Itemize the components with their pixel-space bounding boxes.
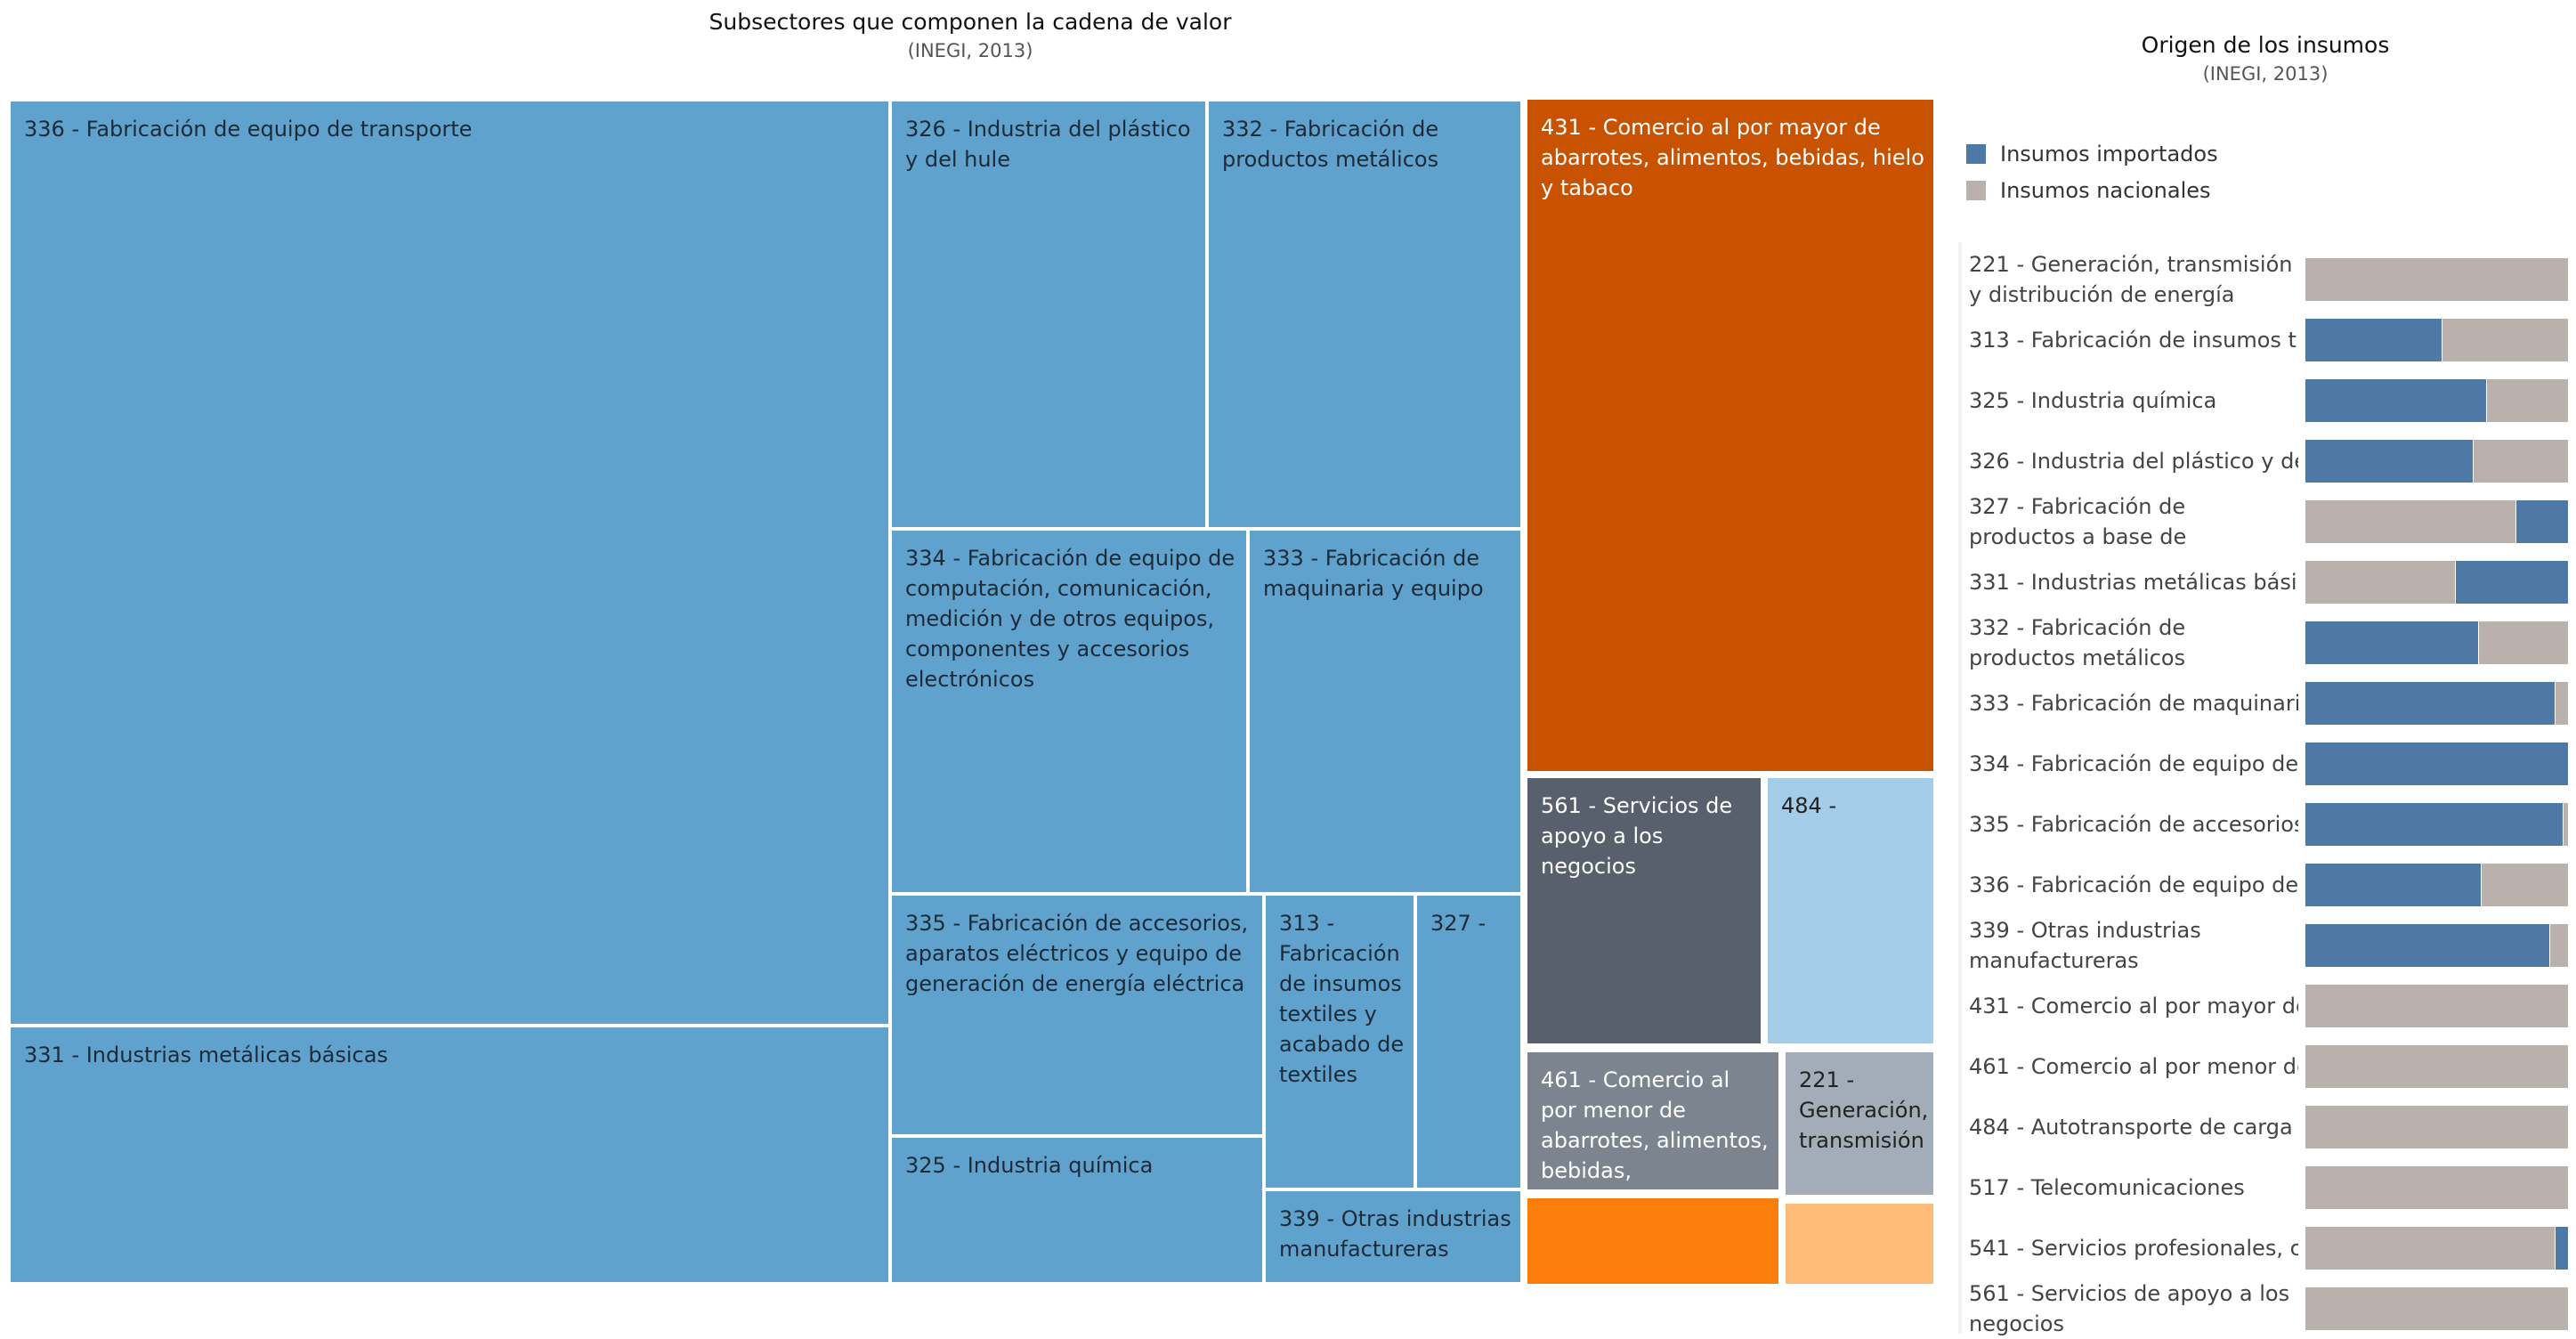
bar-segment-national[interactable] <box>2305 1287 2568 1330</box>
bar-category-label: 313 - Fabricación de insumos t.. <box>1969 328 2298 353</box>
bar-segment-national[interactable] <box>2305 1166 2568 1209</box>
bar-row[interactable]: 334 - Fabricación de equipo de computaci… <box>1958 734 2572 794</box>
bar-row[interactable]: 221 - Generación, transmisión y distribu… <box>1958 249 2572 310</box>
bar-category-label: 431 - Comercio al por mayor de .. <box>1969 994 2298 1018</box>
bar-segment-imported[interactable] <box>2305 743 2568 785</box>
bar-row[interactable]: 561 - Servicios de apoyo a los negocios <box>1958 1278 2572 1339</box>
legend-swatch-imported <box>1966 144 1986 164</box>
bar-category-label: 561 - Servicios de apoyo a los negocios <box>1969 1281 2290 1336</box>
legend-label-national: Insumos nacionales <box>2000 178 2211 203</box>
bar-category-label: 541 - Servicios profesionales, c.. <box>1969 1236 2298 1261</box>
bar-row[interactable]: 327 - Fabricación de productos a base de… <box>1958 491 2572 552</box>
bar-row[interactable]: 325 - Industria química <box>1958 370 2572 431</box>
bar-segment-national[interactable] <box>2482 864 2568 906</box>
bar-segment-national[interactable] <box>2479 621 2568 664</box>
bar-segment-national[interactable] <box>2442 319 2568 361</box>
treemap-subtitle: (INEGI, 2013) <box>907 40 1033 61</box>
bar-chart-title: Origen de los insumos <box>2141 32 2390 58</box>
bar-segment-imported[interactable] <box>2305 864 2482 906</box>
bar-row[interactable]: 484 - Autotransporte de carga <box>1958 1097 2572 1157</box>
bar-segment-imported[interactable] <box>2556 1227 2568 1270</box>
bar-category-label: 336 - Fabricación de equipo de .. <box>1969 872 2298 897</box>
bar-category-label: 325 - Industria química <box>1969 388 2217 413</box>
bar-segment-national[interactable] <box>2556 682 2568 725</box>
legend-item-imported[interactable]: Insumos importados <box>1966 142 2218 166</box>
bar-category-label: 335 - Fabricación de accesorios, aparato… <box>1969 812 2298 837</box>
bar-category-label: 333 - Fabricación de maquinari.. <box>1969 691 2298 716</box>
bar-segment-imported[interactable] <box>2305 682 2556 725</box>
bar-segment-imported[interactable] <box>2305 924 2550 967</box>
bar-category-label: 332 - Fabricación de productos metálicos <box>1969 615 2186 670</box>
bar-row[interactable]: 326 - Industria del plástico y de.. <box>1958 431 2572 491</box>
bar-segment-imported[interactable] <box>2305 621 2479 664</box>
bar-row[interactable]: 517 - Telecomunicaciones <box>1958 1157 2572 1218</box>
bar-row[interactable]: 335 - Fabricación de accesorios, aparato… <box>1958 794 2572 855</box>
treemap-title: Subsectores que componen la cadena de va… <box>709 9 1232 35</box>
bar-category-label: 339 - Otras industrias manufactureras <box>1969 918 2201 973</box>
bar-segment-imported[interactable] <box>2305 319 2442 361</box>
legend-swatch-national <box>1966 181 1986 200</box>
bar-segment-imported[interactable] <box>2305 379 2487 422</box>
bar-row[interactable]: 541 - Servicios profesionales, c.. <box>1958 1218 2572 1278</box>
bar-segment-national[interactable] <box>2564 803 2568 846</box>
bar-segment-imported[interactable] <box>2455 561 2568 604</box>
bar-segment-national[interactable] <box>2305 985 2568 1027</box>
bar-row[interactable]: 431 - Comercio al por mayor de .. <box>1958 976 2572 1036</box>
bar-row[interactable]: 332 - Fabricación de productos metálicos <box>1958 613 2572 673</box>
bar-category-label: 461 - Comercio al por menor de abarrotes… <box>1969 1054 2298 1079</box>
bar-category-label: 517 - Telecomunicaciones <box>1969 1175 2245 1200</box>
bar-category-label: 334 - Fabricación de equipo de computaci… <box>1969 751 2298 776</box>
bar-category-label: 331 - Industrias metálicas bási.. <box>1969 570 2298 595</box>
bar-row[interactable]: 336 - Fabricación de equipo de .. <box>1958 855 2572 915</box>
bar-segment-national[interactable] <box>2474 440 2568 483</box>
bar-segment-national[interactable] <box>2305 561 2455 604</box>
bar-category-label: 326 - Industria del plástico y de.. <box>1969 449 2298 474</box>
bar-segment-national[interactable] <box>2305 500 2515 543</box>
bar-category-label: 484 - Autotransporte de carga <box>1969 1115 2293 1140</box>
bar-category-label: 327 - Fabricación de productos a base de… <box>1969 494 2187 549</box>
bar-chart-axis-line <box>1958 242 1962 1334</box>
bar-segment-imported[interactable] <box>2305 803 2564 846</box>
legend-label-imported: Insumos importados <box>2000 142 2218 166</box>
bar-row[interactable]: 339 - Otras industrias manufactureras <box>1958 915 2572 976</box>
bar-segment-national[interactable] <box>2487 379 2568 422</box>
bar-chart-subtitle: (INEGI, 2013) <box>2202 63 2329 85</box>
bar-row[interactable]: 313 - Fabricación de insumos t.. <box>1958 310 2572 370</box>
bar-segment-imported[interactable] <box>2305 440 2474 483</box>
bar-row[interactable]: 333 - Fabricación de maquinari.. <box>1958 673 2572 734</box>
bar-row[interactable]: 331 - Industrias metálicas bási.. <box>1958 552 2572 613</box>
bar-row[interactable]: 461 - Comercio al por menor de abarrotes… <box>1958 1036 2572 1097</box>
bar-segment-national[interactable] <box>2550 924 2568 967</box>
bar-segment-national[interactable] <box>2305 1227 2556 1270</box>
bar-segment-national[interactable] <box>2305 258 2568 301</box>
bar-category-label: 221 - Generación, transmisión y distribu… <box>1969 252 2293 307</box>
legend-item-national[interactable]: Insumos nacionales <box>1966 178 2211 203</box>
bar-segment-national[interactable] <box>2305 1045 2568 1088</box>
bar-segment-national[interactable] <box>2305 1106 2568 1148</box>
bar-segment-imported[interactable] <box>2515 500 2568 543</box>
